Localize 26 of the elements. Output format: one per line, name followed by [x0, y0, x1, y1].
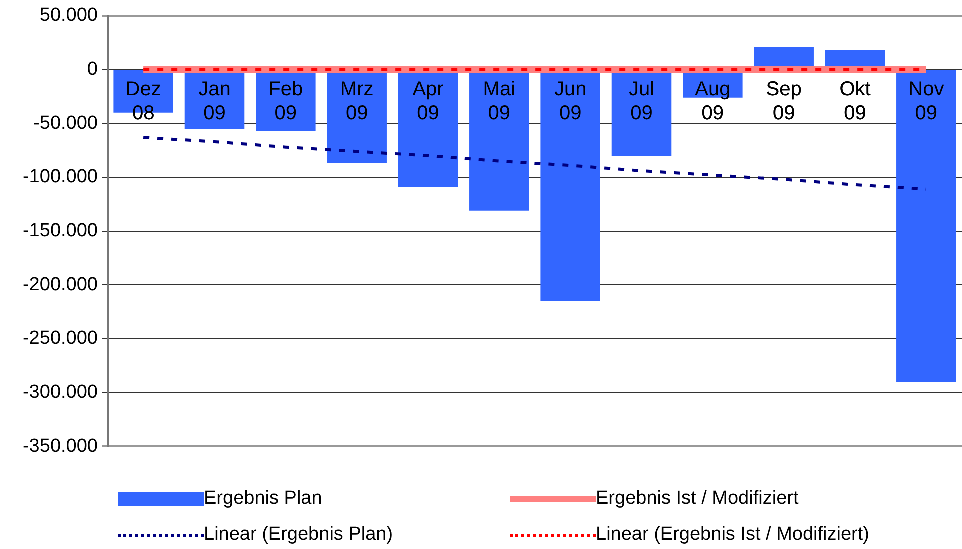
y-tick-label: -100.000 [22, 166, 98, 188]
x-tick-label: Okt 09 [840, 78, 872, 124]
x-tick-label: Feb 09 [268, 78, 304, 124]
legend-label: Ergebnis Plan [204, 488, 322, 510]
x-tick-label: Mrz 09 [340, 78, 374, 124]
y-tick-label: -150.000 [22, 220, 98, 242]
y-tick-label: -200.000 [22, 274, 98, 296]
legend-label: Ergebnis Ist / Modifiziert [596, 488, 799, 510]
x-tick-label: Apr 09 [412, 78, 444, 124]
x-tick-label: Jun 09 [554, 78, 587, 124]
x-tick-label: Jan 09 [198, 78, 231, 124]
legend-label: Linear (Ergebnis Plan) [204, 524, 394, 546]
x-tick-label: Sep 09 [766, 78, 802, 124]
x-tick-label: Aug 09 [695, 78, 731, 124]
line-series [142, 136, 928, 191]
y-tick-label: -250.000 [22, 328, 98, 350]
y-tick-label: -50.000 [34, 112, 98, 134]
x-tick-label: Jul 09 [628, 78, 655, 124]
x-tick-label: Mai 09 [483, 78, 516, 124]
y-tick-label: 0 [87, 59, 98, 80]
x-tick-label: Nov 09 [908, 78, 944, 124]
y-tick-label: -300.000 [22, 382, 98, 404]
y-tick-label: 50.000 [40, 5, 98, 26]
y-tick-label: -350.000 [22, 436, 98, 457]
legend-label: Linear (Ergebnis Ist / Modifiziert) [596, 524, 870, 546]
bar [896, 70, 956, 382]
